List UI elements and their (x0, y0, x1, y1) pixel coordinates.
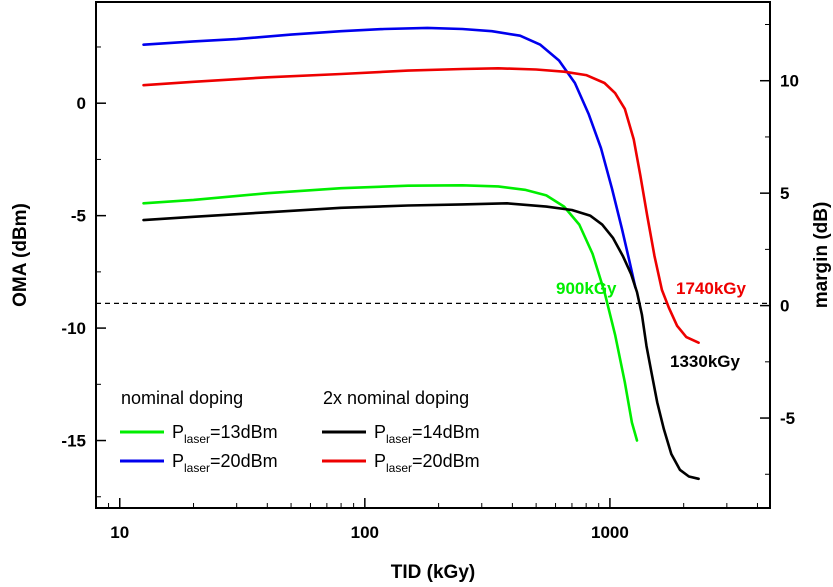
y2-axis-title: margin (dB) (811, 202, 832, 309)
y2-axis-ticks: -5 0 5 10 (760, 23, 799, 475)
series-line-1 (142, 26, 637, 289)
legend-label-13dbm: Plaser=13dBm (172, 422, 278, 446)
legend-group-title-nominal: nominal doping (121, 388, 243, 408)
y2-tick-label: 0 (780, 297, 789, 316)
y-tick-label: 0 (77, 94, 86, 113)
legend-label-14dbm: Plaser=14dBm (374, 422, 480, 446)
x-tick-label: 10 (110, 523, 129, 542)
legend-group-title-2x-nominal: 2x nominal doping (323, 388, 469, 408)
x-tick-label: 1000 (591, 523, 629, 542)
legend: nominal doping 2x nominal doping Plaser=… (120, 388, 480, 475)
annotation-1740kgy: 1740kGy (676, 279, 746, 298)
annotation-1330kgy: 1330kGy (670, 352, 740, 371)
y2-tick-label: 5 (780, 184, 789, 203)
y-axis-title: OMA (dBm) (10, 203, 31, 307)
plot-frame (95, 1, 771, 509)
y2-tick-label: -5 (780, 409, 795, 428)
x-axis-ticks: 10 100 1000 (95, 498, 758, 542)
x-axis-title: TID (kGy) (391, 562, 475, 583)
series-line-2 (142, 202, 700, 481)
y-tick-label: -15 (61, 432, 86, 451)
legend-label-20dbm-nominal: Plaser=20dBm (172, 451, 278, 475)
y-tick-label: -10 (61, 319, 86, 338)
y-tick-label: -5 (71, 207, 86, 226)
series-line-3 (142, 67, 700, 344)
series-layer (142, 26, 700, 481)
series-line-0 (142, 184, 639, 442)
legend-label-20dbm-2x: Plaser=20dBm (374, 451, 480, 475)
y-axis-ticks: -15 -10 -5 0 (61, 46, 106, 498)
annotation-900kgy: 900kGy (556, 279, 617, 298)
x-tick-label: 100 (351, 523, 379, 542)
y2-tick-label: 10 (780, 72, 799, 91)
